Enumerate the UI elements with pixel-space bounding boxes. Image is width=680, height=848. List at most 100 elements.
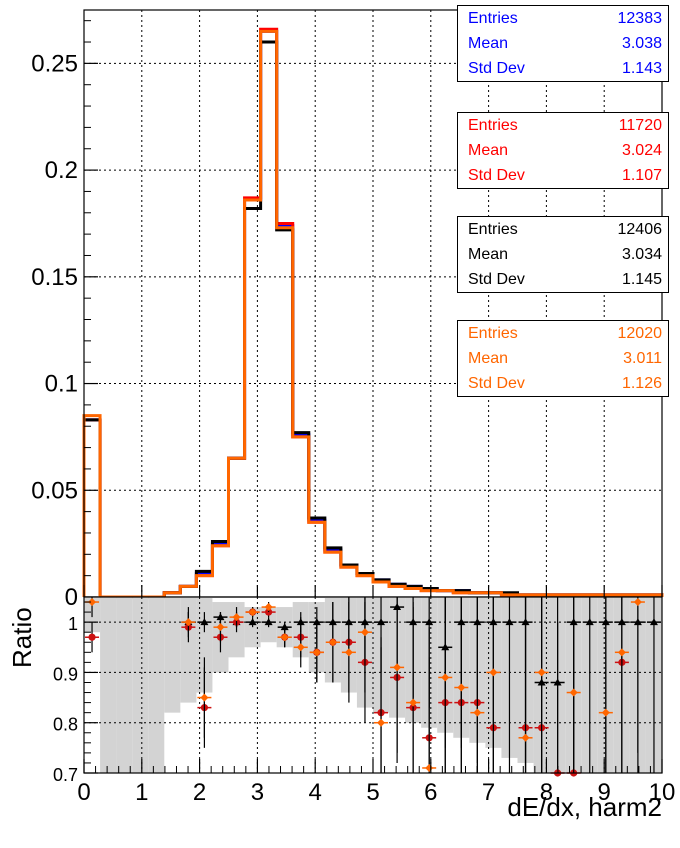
ratio-point-orange [617, 648, 626, 657]
ratio-point-orange [344, 648, 353, 657]
ratio-point-orange [473, 708, 482, 717]
ratio-point-orange [280, 633, 289, 642]
histogram-series-3 [82, 29, 664, 599]
ratio-point-red [88, 633, 96, 641]
ratio-point-black [585, 618, 594, 626]
x-tick-label: 6 [424, 779, 437, 806]
ratio-point-orange [216, 623, 225, 632]
y-axis-label: Ratio [7, 607, 37, 668]
y-tick-label: 0.15 [31, 264, 78, 291]
stats-row: Mean 3.034 [458, 242, 668, 267]
top-plot-frame [83, 9, 663, 598]
x-tick-label: 9 [598, 779, 611, 806]
stats-label: Entries [468, 325, 518, 342]
stats-value: 12020 [617, 325, 663, 342]
stats-row: Mean 3.011 [458, 346, 668, 371]
ratio-point-orange [184, 618, 193, 627]
error-band-bin [116, 597, 133, 773]
stats-box-red: Entries 11720 Mean 3.024 Std Dev 1.107 [457, 112, 669, 189]
error-band-bin [148, 597, 165, 773]
ratio-point-orange [248, 608, 257, 617]
stats-value: 1.145 [621, 271, 662, 288]
stats-value: 12406 [617, 221, 663, 238]
stats-value: 3.024 [621, 142, 662, 159]
stats-label: Mean [468, 246, 509, 263]
x-tick-label: 10 [649, 779, 676, 806]
stats-label: Mean [468, 142, 509, 159]
ratio-point-orange [312, 648, 321, 657]
stats-label: Std Dev [468, 167, 525, 184]
ratio-point-black [649, 618, 658, 626]
ratio-point-orange [393, 663, 402, 672]
y-tick-label: 0.8 [53, 715, 78, 735]
stats-row: Entries 11720 [458, 113, 668, 138]
y-tick-label: 0.2 [45, 157, 78, 184]
stats-row: Std Dev 1.143 [458, 56, 668, 81]
ratio-point-orange [409, 698, 418, 707]
ratio-point-orange [200, 693, 209, 702]
ratio-point-orange [537, 668, 546, 677]
ratio-point-orange [360, 628, 369, 637]
ratio-point-orange [377, 718, 386, 727]
ratio-point-black [377, 618, 386, 626]
ratio-point-orange [264, 603, 273, 612]
stats-box-black: Entries 12406 Mean 3.034 Std Dev 1.145 [457, 216, 669, 293]
stats-box-orange: Entries 12020 Mean 3.011 Std Dev 1.126 [457, 320, 669, 397]
ratio-point-orange [569, 688, 578, 697]
x-tick-label: 1 [135, 779, 148, 806]
stats-box-blue: Entries 12383 Mean 3.038 Std Dev 1.143 [457, 5, 669, 82]
error-band-bin [180, 597, 197, 703]
error-band-bin [100, 597, 117, 773]
ratio-point-orange [601, 708, 610, 717]
x-tick-label: 4 [309, 779, 322, 806]
y-tick-label: 0.25 [31, 50, 78, 77]
ratio-point-black [312, 618, 321, 626]
error-band-bin [196, 597, 213, 693]
stats-value: 1.107 [621, 167, 662, 184]
stats-value: 11720 [618, 117, 662, 134]
ratio-point-black [248, 618, 257, 626]
stats-row: Std Dev 1.145 [458, 267, 668, 292]
y-tick-label: 0.05 [31, 477, 78, 504]
stats-value: 1.143 [621, 60, 662, 77]
stats-label: Std Dev [468, 271, 525, 288]
stats-value: 3.011 [623, 350, 662, 367]
y-tick-label: 0 [65, 584, 78, 611]
stats-row: Std Dev 1.107 [458, 163, 668, 188]
stats-row: Std Dev 1.126 [458, 371, 668, 396]
ratio-point-orange [489, 668, 498, 677]
x-axis-label: dE/dx, harm2 [507, 792, 662, 822]
stats-label: Entries [468, 10, 518, 27]
ratio-point-black [425, 618, 434, 626]
y-tick-label: 1 [68, 614, 78, 634]
ratio-point-orange [425, 763, 434, 772]
ratio-point-orange [328, 638, 337, 647]
stats-row: Entries 12383 [458, 6, 668, 31]
stats-row: Entries 12020 [458, 321, 668, 346]
x-tick-label: 3 [251, 779, 264, 806]
stats-label: Std Dev [468, 60, 525, 77]
stats-label: Mean [468, 35, 509, 52]
ratio-point-orange [633, 598, 642, 607]
ratio-point-black [280, 623, 289, 631]
x-tick-label: 0 [77, 779, 90, 806]
stats-label: Mean [468, 350, 509, 367]
stats-value: 12383 [617, 10, 663, 27]
y-tick-label: 0.7 [53, 765, 78, 785]
stats-value: 3.034 [621, 246, 662, 263]
ratio-point-orange [232, 613, 241, 622]
stats-value: 1.126 [621, 375, 662, 392]
error-band-bin [132, 597, 149, 773]
ratio-point-black [200, 618, 209, 626]
ratio-point-orange [88, 598, 97, 607]
ratio-point-black [505, 618, 514, 626]
ratio-point-orange [441, 673, 450, 682]
ratio-point-black [264, 618, 273, 626]
x-tick-label: 8 [540, 779, 553, 806]
error-band-bin [164, 597, 181, 713]
stats-row: Mean 3.038 [458, 31, 668, 56]
y-tick-label: 0.9 [53, 664, 78, 684]
ratio-point-orange [521, 733, 530, 742]
stats-label: Std Dev [468, 375, 525, 392]
